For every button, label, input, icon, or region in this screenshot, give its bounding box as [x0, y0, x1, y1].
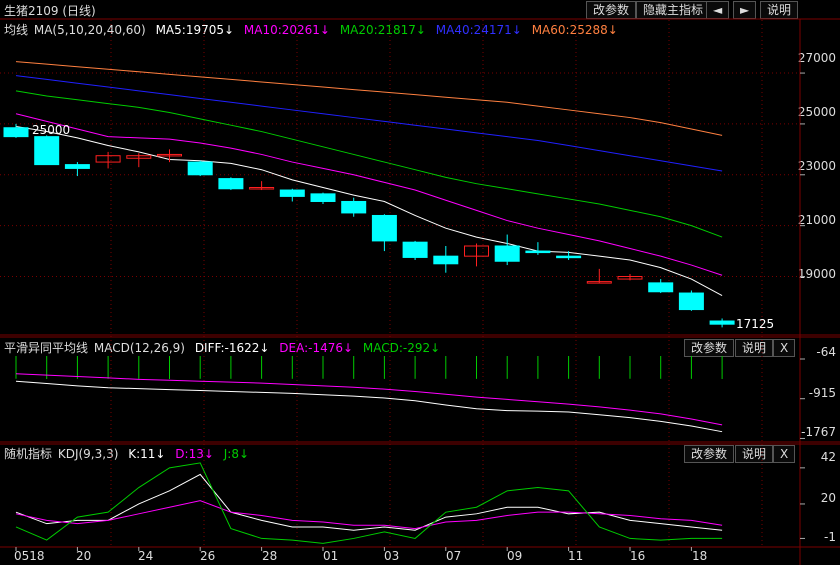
main-legend: 均线 MA(5,10,20,40,60) MA5:19705↓ MA10:202…: [4, 21, 624, 38]
k-line: [15, 473, 723, 531]
x-axis-label: 0518: [14, 549, 45, 563]
x-axis-label: 07: [446, 549, 462, 563]
d-value: D:13↓: [175, 447, 214, 461]
macd-legend: 平滑异同平均线 MACD(12,26,9) DIFF:-1622↓ DEA:-1…: [4, 339, 446, 356]
macd-ytick: -64: [816, 345, 836, 359]
ma60-value: MA60:25288↓: [531, 23, 618, 37]
candle-body: [648, 282, 674, 293]
kdj-params: KDJ(9,3,3): [57, 447, 119, 461]
high-price-label: 25000: [32, 123, 71, 137]
kdj-close-button[interactable]: X: [773, 445, 796, 463]
x-axis-label: 20: [76, 549, 92, 563]
candle-body: [371, 214, 397, 242]
main-ytick: 21000: [797, 213, 836, 227]
x-axis-label: 26: [200, 549, 216, 563]
candle-body: [494, 245, 520, 262]
x-axis-label: 03: [384, 549, 400, 563]
candle-body: [586, 281, 612, 284]
ma20-value: MA20:21817↓: [339, 23, 426, 37]
candle-body: [709, 320, 735, 325]
candle-body: [556, 255, 582, 259]
ma-name: 均线: [4, 23, 29, 37]
candle-body: [678, 292, 704, 311]
ma-line-ma60: [15, 61, 723, 136]
main-ytick: 27000: [797, 51, 836, 65]
candle-body: [187, 161, 213, 176]
x-axis-label: 09: [507, 549, 523, 563]
candle-body: [95, 155, 121, 163]
x-axis-label: 16: [630, 549, 646, 563]
candle-body: [34, 136, 60, 166]
ma-line-ma40: [15, 75, 723, 172]
ma-line-ma10: [15, 113, 723, 276]
kdj-ytick: 20: [820, 491, 836, 505]
kdj-help-button[interactable]: 说明: [735, 445, 774, 463]
kdj-ytick: 42: [820, 450, 836, 464]
candle-body: [341, 200, 367, 214]
candle-body: [218, 178, 244, 190]
x-axis-label: 18: [692, 549, 708, 563]
candle-body: [249, 187, 275, 190]
macd-ytick: -915: [808, 386, 836, 400]
ma5-value: MA5:19705↓: [155, 23, 235, 37]
macd-modify-params-button[interactable]: 改参数: [684, 339, 735, 357]
macd-help-button[interactable]: 说明: [735, 339, 774, 357]
main-ytick: 19000: [797, 267, 836, 281]
macd-ytick: -1767: [801, 425, 836, 439]
candle-body: [402, 241, 428, 258]
diff-line: [15, 380, 723, 433]
candle-body: [64, 164, 90, 169]
dea-line: [15, 373, 723, 426]
candle-body: [3, 127, 29, 138]
candle-body: [464, 245, 489, 257]
kdj-legend: 随机指标 KDJ(9,3,3) K:11↓ D:13↓ J:8↓: [4, 445, 255, 462]
chart-title: 生猪2109 (日线): [4, 4, 96, 18]
kdj-ytick: -1: [824, 530, 836, 544]
candle-body: [310, 193, 336, 202]
ma-params: MA(5,10,20,40,60): [33, 23, 146, 37]
title-bar: 生猪2109 (日线) 改参数 隐藏主指标 ◄ ► 说明: [0, 0, 840, 20]
kdj-name: 随机指标: [4, 447, 53, 461]
last-price-label: 17125: [736, 317, 775, 331]
candle-body: [126, 155, 152, 159]
dea-value: DEA:-1476↓: [279, 341, 354, 355]
candle-body: [525, 250, 551, 254]
x-axis-label: 01: [323, 549, 339, 563]
macd-close-button[interactable]: X: [773, 339, 796, 357]
macd-value: MACD:-292↓: [362, 341, 441, 355]
macd-name: 平滑异同平均线: [4, 341, 89, 355]
x-axis-label: 11: [568, 549, 584, 563]
macd-params: MACD(12,26,9): [93, 341, 185, 355]
j-line: [15, 462, 723, 544]
ma10-value: MA10:20261↓: [243, 23, 330, 37]
diff-value: DIFF:-1622↓: [194, 341, 270, 355]
kdj-modify-params-button[interactable]: 改参数: [684, 445, 735, 463]
main-ytick: 25000: [797, 105, 836, 119]
candle-body: [157, 153, 182, 157]
ma40-value: MA40:24171↓: [435, 23, 522, 37]
ma-line-ma5: [15, 125, 723, 297]
k-value: K:11↓: [128, 447, 166, 461]
d-line: [15, 500, 723, 530]
candle-body: [433, 255, 459, 265]
main-ytick: 23000: [797, 159, 836, 173]
x-axis-label: 28: [262, 549, 278, 563]
candle-body: [279, 189, 305, 197]
ma-line-ma20: [15, 90, 723, 238]
candle-body: [617, 276, 643, 280]
j-value: J:8↓: [223, 447, 250, 461]
x-axis-label: 24: [138, 549, 154, 563]
